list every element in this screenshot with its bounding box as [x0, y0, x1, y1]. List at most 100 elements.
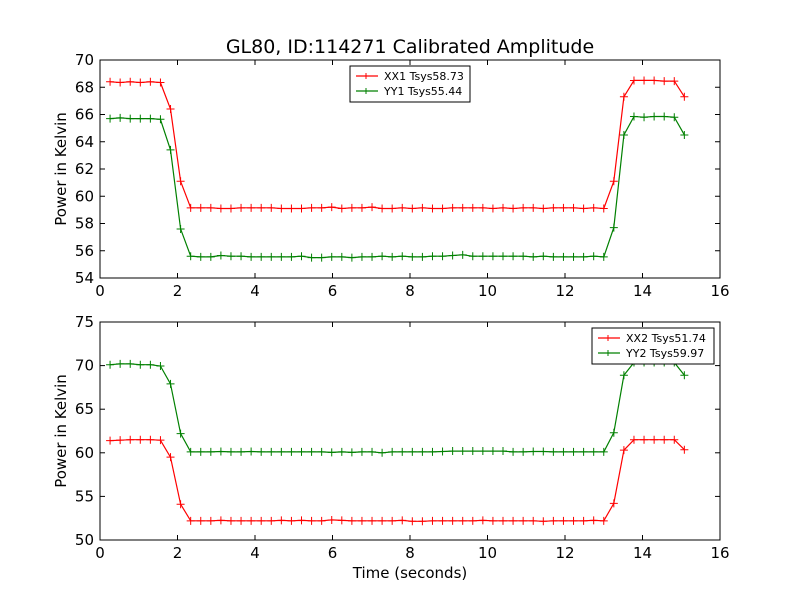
data-point: [589, 252, 598, 261]
data-point: [247, 203, 256, 212]
data-point: [640, 435, 649, 444]
data-point: [287, 516, 296, 525]
data-point: [297, 447, 306, 456]
y-tick-label: 68: [75, 78, 94, 96]
y-tick-label: 60: [75, 187, 94, 205]
legend-marker: [363, 88, 369, 94]
data-point: [660, 435, 669, 444]
data-point: [196, 203, 205, 212]
data-point: [650, 76, 659, 85]
data-point: [116, 359, 125, 368]
legend-label: XX1 Tsys58.73: [384, 70, 464, 83]
y-tick-label: 58: [75, 215, 94, 233]
data-point: [398, 203, 407, 212]
data-point: [337, 447, 346, 456]
y-tick-label: 55: [75, 487, 94, 505]
data-point: [609, 177, 618, 186]
data-point: [599, 516, 608, 525]
x-tick-label: 8: [405, 282, 415, 300]
data-point: [408, 204, 417, 213]
data-point: [488, 252, 497, 261]
data-point: [206, 447, 215, 456]
data-point: [680, 92, 689, 101]
data-point: [499, 203, 507, 212]
data-point: [368, 516, 377, 525]
bottom-panel: 0 2 4 6 8 10 12 14 16 50 55 60 65 70 75 Power in Kelvin…: [52, 313, 730, 562]
data-point: [357, 203, 366, 212]
x-tick-label: 4: [250, 544, 260, 562]
data-point: [267, 516, 276, 525]
data-point: [368, 447, 377, 456]
data-point: [388, 204, 397, 213]
legend-marker: [605, 335, 611, 341]
data-point: [317, 516, 326, 525]
data-point: [529, 203, 538, 212]
y-tick-label: 64: [75, 133, 94, 151]
data-point: [529, 516, 538, 525]
x-tick-label: 10: [478, 282, 497, 300]
data-point: [226, 252, 235, 261]
data-point: [640, 76, 649, 85]
data-point: [297, 204, 306, 213]
data-point: [609, 499, 618, 508]
legend-label: YY2 Tsys59.97: [625, 347, 704, 360]
data-point: [106, 114, 115, 123]
data-point: [327, 448, 336, 457]
data-point: [428, 204, 437, 213]
data-point: [539, 447, 548, 456]
data-point: [287, 204, 296, 213]
data-point: [126, 435, 135, 444]
data-point: [660, 112, 669, 121]
data-point: [146, 435, 155, 444]
data-point: [549, 447, 558, 456]
data-point: [579, 252, 588, 261]
data-point: [156, 78, 165, 87]
data-point: [146, 114, 155, 123]
data-point: [307, 203, 316, 212]
data-point: [357, 447, 366, 456]
data-point: [247, 447, 256, 456]
data-point: [619, 371, 628, 380]
data-point: [448, 203, 457, 212]
data-point: [468, 447, 477, 456]
legend-marker: [363, 73, 369, 79]
data-point: [509, 447, 518, 456]
data-point: [317, 253, 326, 262]
data-point: [186, 203, 195, 212]
data-point: [488, 447, 497, 456]
data-point: [619, 446, 628, 455]
data-point: [468, 203, 477, 212]
data-point: [368, 203, 377, 212]
data-point: [549, 516, 558, 525]
data-point: [247, 516, 256, 525]
x-tick-label: 12: [555, 282, 574, 300]
data-point: [619, 92, 628, 101]
data-point: [176, 429, 185, 438]
data-point: [327, 252, 336, 261]
data-point: [509, 252, 518, 261]
data-point: [297, 516, 306, 525]
data-point: [226, 204, 235, 213]
y-tick-label: 60: [75, 444, 94, 462]
x-tick-label: 14: [633, 544, 652, 562]
data-point: [438, 252, 447, 261]
data-point: [418, 447, 427, 456]
data-point: [680, 445, 689, 454]
y-tick-label: 65: [75, 400, 94, 418]
data-point: [257, 203, 266, 212]
data-point: [388, 447, 397, 456]
data-point: [257, 516, 266, 525]
data-point: [307, 253, 316, 262]
data-point: [438, 516, 447, 525]
data-point: [549, 252, 558, 261]
data-point: [579, 516, 588, 525]
data-point: [116, 78, 125, 87]
data-point: [509, 516, 518, 525]
data-point: [609, 223, 618, 232]
data-point: [680, 130, 689, 139]
data-point: [478, 252, 487, 261]
data-point: [277, 516, 286, 525]
data-point: [196, 516, 205, 525]
x-tick-label: 2: [173, 544, 183, 562]
data-point: [408, 517, 417, 526]
